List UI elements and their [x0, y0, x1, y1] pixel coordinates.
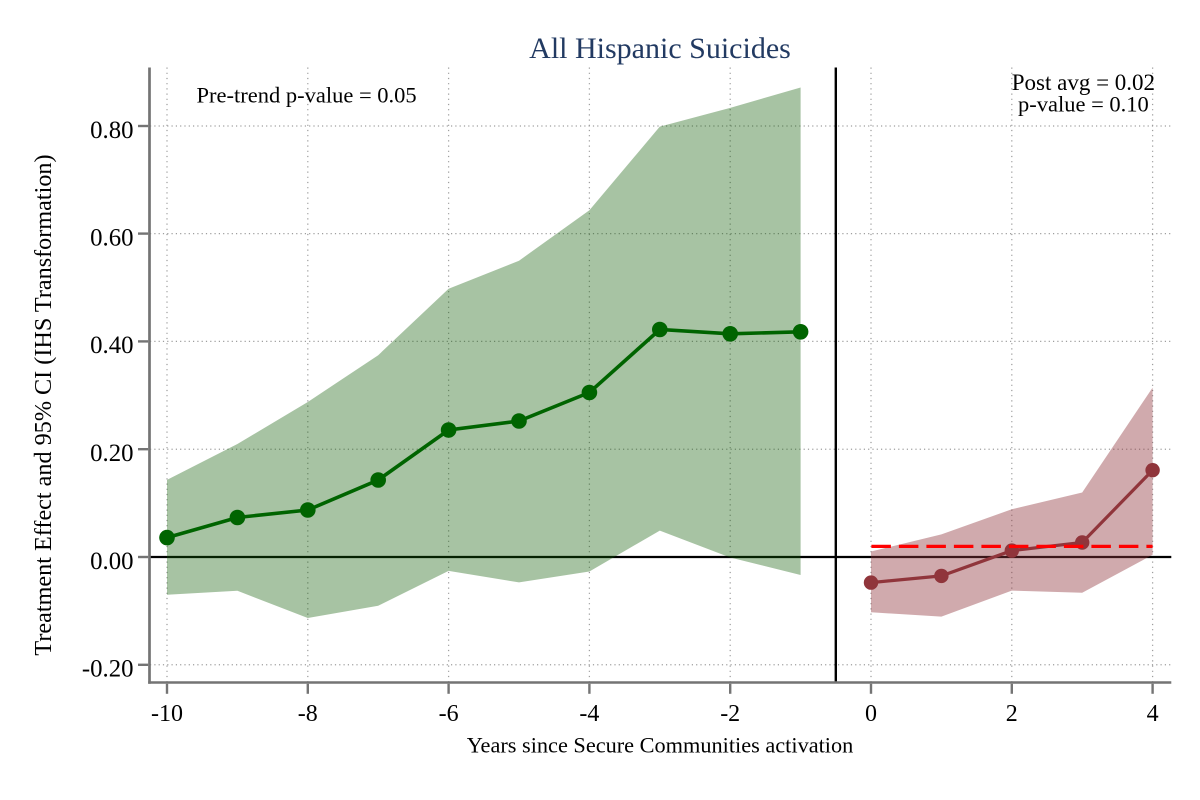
- svg-text:-2: -2: [720, 701, 740, 727]
- svg-text:0: 0: [865, 701, 877, 727]
- svg-text:0.80: 0.80: [90, 117, 133, 144]
- svg-text:2: 2: [1006, 701, 1018, 727]
- svg-text:All Hispanic Suicides: All Hispanic Suicides: [529, 32, 791, 65]
- svg-text:0.60: 0.60: [90, 224, 133, 251]
- svg-text:p-value = 0.10: p-value = 0.10: [1018, 92, 1149, 117]
- svg-text:-0.20: -0.20: [82, 656, 134, 683]
- svg-text:-6: -6: [439, 701, 459, 727]
- svg-text:-8: -8: [298, 701, 318, 727]
- svg-text:Post avg = 0.02: Post avg = 0.02: [1012, 70, 1155, 95]
- svg-text:0.00: 0.00: [90, 548, 133, 575]
- svg-text:Pre-trend p-value = 0.05: Pre-trend p-value = 0.05: [197, 83, 417, 108]
- svg-text:0.20: 0.20: [90, 440, 133, 467]
- svg-text:4: 4: [1147, 701, 1159, 727]
- svg-text:-10: -10: [151, 701, 183, 727]
- svg-text:0.40: 0.40: [90, 332, 133, 359]
- svg-text:Years since Secure Communities: Years since Secure Communities activatio…: [467, 733, 854, 758]
- svg-text:Treatment Effect and 95% CI (I: Treatment Effect and 95% CI (IHS Transfo…: [30, 154, 57, 655]
- svg-text:-4: -4: [579, 701, 599, 727]
